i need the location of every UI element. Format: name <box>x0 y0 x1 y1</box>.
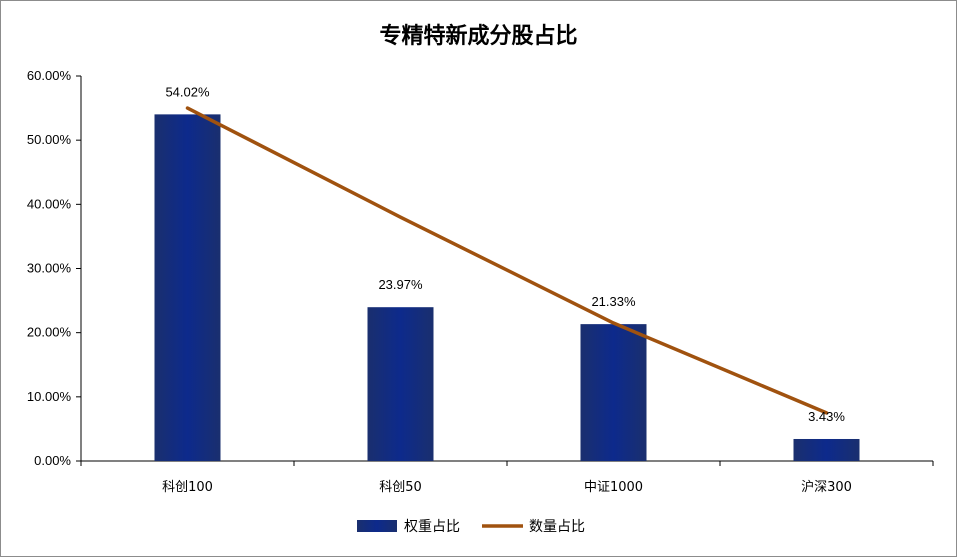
bar <box>367 307 434 461</box>
data-label: 23.97% <box>378 277 423 292</box>
y-tick-label: 60.00% <box>27 68 72 83</box>
legend-label-line: 数量占比 <box>529 519 585 535</box>
bar <box>793 438 860 461</box>
x-tick-label: 中证1000 <box>584 480 643 495</box>
x-tick-label: 科创50 <box>379 480 422 495</box>
bar <box>154 114 221 461</box>
series-line <box>185 106 829 415</box>
y-tick-label: 0.00% <box>34 453 71 468</box>
y-tick-label: 40.00% <box>27 196 72 211</box>
y-tick-label: 50.00% <box>27 132 72 147</box>
y-tick-label: 10.00% <box>27 389 72 404</box>
y-tick-label: 30.00% <box>27 261 72 276</box>
chart-title: 专精特新成分股占比 <box>379 24 578 49</box>
data-label: 3.43% <box>808 409 845 424</box>
legend-swatch-bar <box>357 520 397 532</box>
data-label: 21.33% <box>591 294 636 309</box>
bar <box>580 324 647 461</box>
x-tick-label: 科创100 <box>162 480 213 495</box>
y-tick-label: 20.00% <box>27 325 72 340</box>
data-label: 54.02% <box>165 84 210 99</box>
legend-label-bar: 权重占比 <box>404 519 460 535</box>
x-tick-label: 沪深300 <box>801 479 852 495</box>
